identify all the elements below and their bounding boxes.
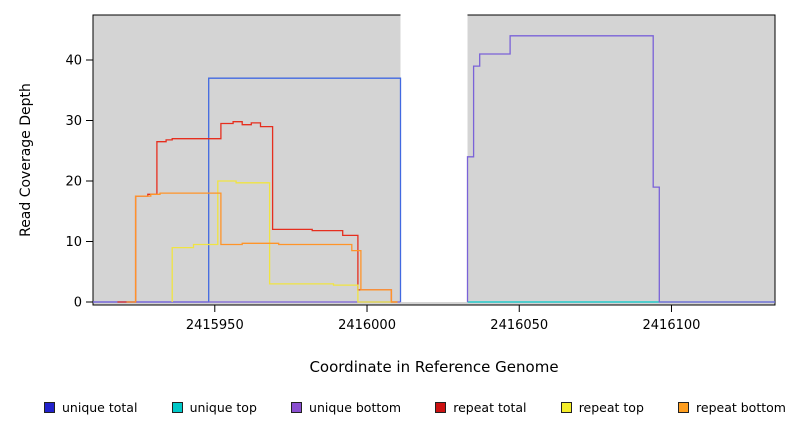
y-tick-label: 30 [65, 114, 82, 129]
y-tick-label: 20 [65, 175, 82, 190]
legend-label: repeat top [578, 400, 644, 415]
series-repeat-bottom [126, 192, 398, 303]
series-repeat-top [171, 180, 398, 303]
legend-swatch-icon [435, 402, 447, 413]
legend-swatch-icon [44, 402, 55, 413]
coverage-chart: 2415950 2416000 2416050 2416100 0 10 20 30 40 [65, 10, 776, 333]
legend-label: unique bottom [309, 400, 402, 415]
y-tick-label: 10 [65, 235, 82, 250]
legend-label: repeat total [453, 400, 527, 415]
legend-item-repeat-bottom: repeat bottom [678, 400, 786, 415]
legend-item-repeat-top: repeat top [560, 400, 644, 415]
x-tick-label: 2415950 [186, 318, 244, 333]
legend-item-unique-top: unique top [171, 400, 257, 415]
series-unique-bottom [466, 35, 775, 303]
chart-legend: unique total unique top unique bottom repea… [44, 400, 786, 415]
legend-swatch-icon [560, 402, 572, 413]
legend-label: unique total [62, 400, 138, 415]
legend-item-repeat-total: repeat total [435, 400, 527, 415]
legend-label: unique top [189, 400, 257, 415]
x-tick-label: 2416100 [643, 318, 701, 333]
x-axis-label: Coordinate in Reference Genome [309, 358, 559, 376]
legend-label: repeat bottom [696, 400, 786, 415]
y-axis-label: Read Coverage Depth [18, 83, 34, 237]
legend-item-unique-bottom: unique bottom [291, 400, 401, 415]
legend-item-unique-total: unique total [44, 400, 137, 415]
legend-swatch-icon [678, 402, 690, 413]
x-tick-label: 2416000 [338, 318, 396, 333]
series-repeat-total [117, 121, 398, 303]
legend-swatch-icon [291, 402, 303, 413]
x-tick-label: 2416050 [490, 318, 548, 333]
legend-swatch-icon [171, 402, 183, 413]
y-tick-label: 40 [65, 54, 82, 69]
coverage-gap-region [400, 10, 468, 302]
y-tick-label: 0 [74, 296, 82, 311]
